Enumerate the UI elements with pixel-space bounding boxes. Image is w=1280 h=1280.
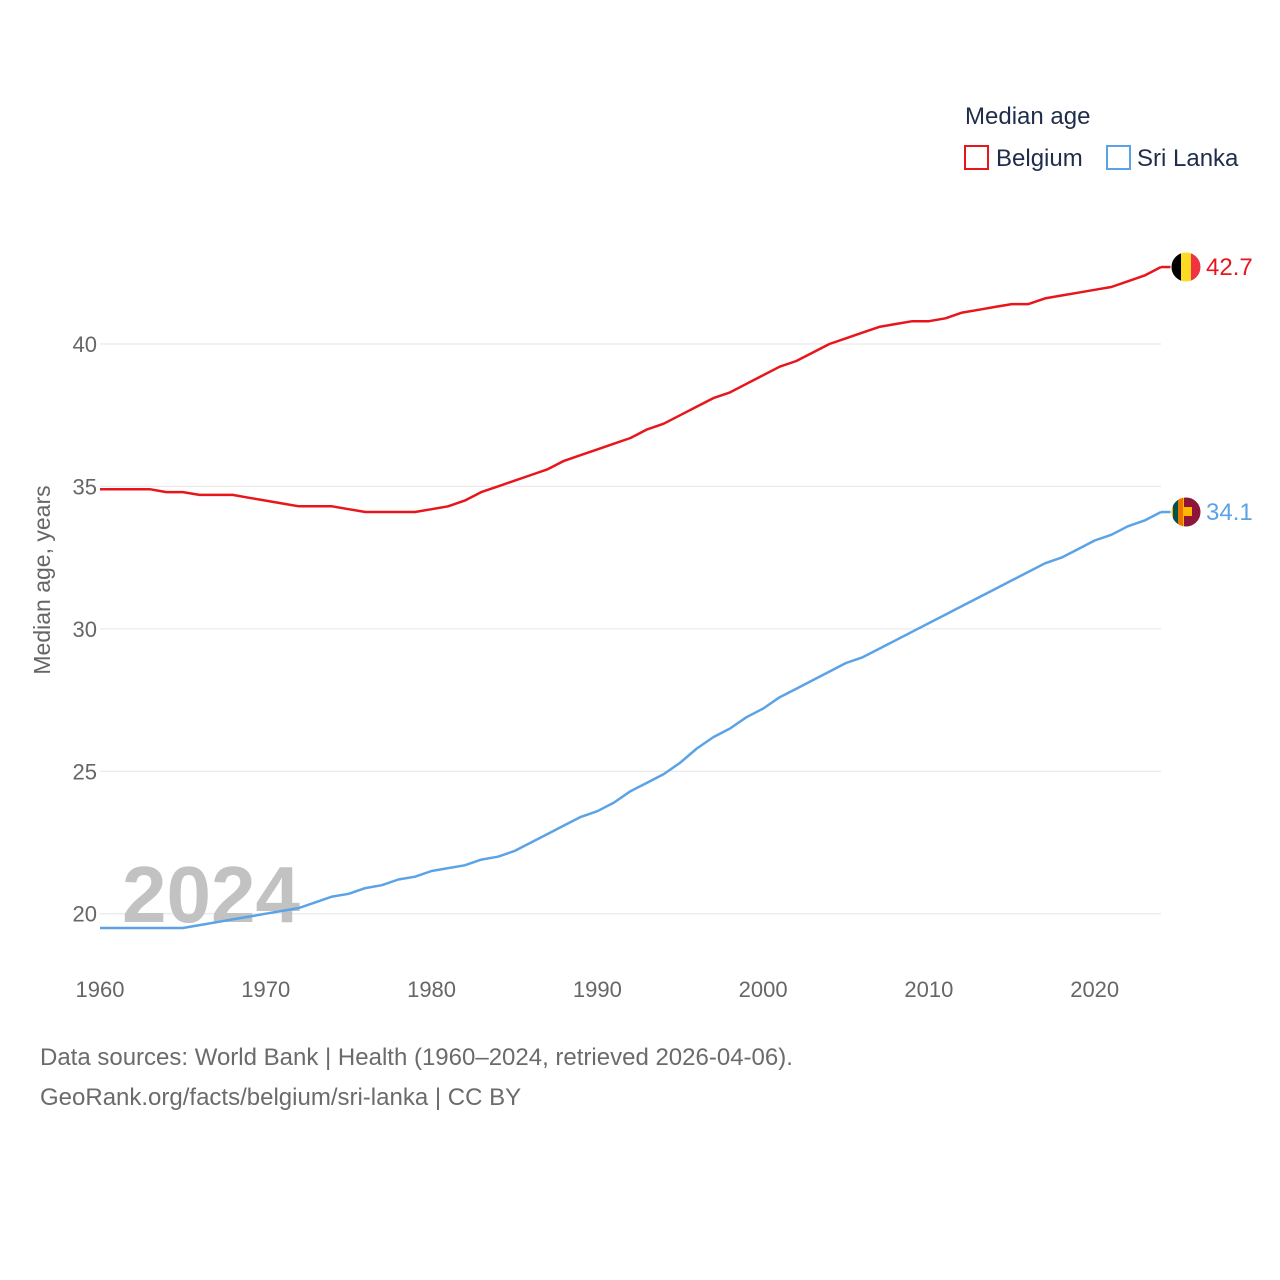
legend: Median age Belgium Sri Lanka [964, 103, 1239, 172]
series-line-belgium [100, 265, 1162, 514]
legend-swatch-belgium [964, 145, 989, 170]
legend-label-sri-lanka: Sri Lanka [1137, 145, 1239, 172]
x-axis-ticks: 1960 1970 1980 1990 2000 2010 2020 [76, 977, 1120, 1002]
footer-sources: Data sources: World Bank | Health (1960–… [40, 1044, 793, 1071]
series-lines [100, 265, 1171, 930]
y-tick-label: 20 [73, 902, 97, 927]
gridlines [100, 343, 1161, 915]
y-axis-title: Median age, years [29, 485, 55, 674]
x-tick-label: 1970 [241, 977, 290, 1002]
y-tick-label: 40 [73, 332, 97, 357]
y-axis-ticks: 20 25 30 35 40 [73, 332, 97, 927]
legend-title: Median age [965, 103, 1090, 130]
end-value-label-belgium: 42.7 [1206, 254, 1253, 281]
sri-lanka-flag-icon [1170, 496, 1202, 528]
belgium-flag-icon [1170, 251, 1202, 283]
x-tick-label: 1960 [76, 977, 125, 1002]
x-tick-label: 2010 [904, 977, 953, 1002]
y-tick-label: 25 [73, 759, 97, 784]
end-markers: 42.7 34.1 [1170, 251, 1253, 528]
x-tick-label: 1980 [407, 977, 456, 1002]
legend-label-belgium: Belgium [996, 145, 1083, 172]
x-tick-label: 2000 [739, 977, 788, 1002]
legend-swatch-sri-lanka [1106, 145, 1131, 170]
series-line-sri-lanka [100, 510, 1162, 930]
year-watermark: 2024 [122, 850, 300, 939]
legend-item-sri-lanka[interactable]: Sri Lanka [1106, 145, 1239, 172]
y-tick-label: 35 [73, 474, 97, 499]
y-tick-label: 30 [73, 617, 97, 642]
x-tick-label: 1990 [573, 977, 622, 1002]
end-value-label-sri-lanka: 34.1 [1206, 499, 1253, 526]
footer-attribution: GeoRank.org/facts/belgium/sri-lanka | CC… [40, 1084, 522, 1111]
legend-item-belgium[interactable]: Belgium [964, 145, 1083, 172]
x-tick-label: 2020 [1070, 977, 1119, 1002]
